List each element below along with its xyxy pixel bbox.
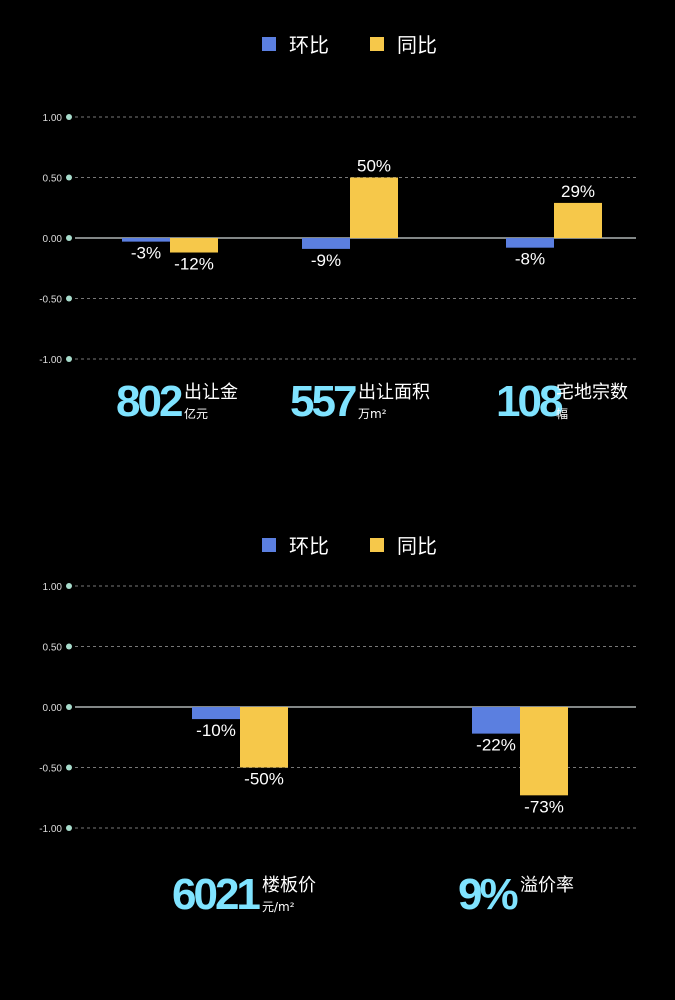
y-tick-dot [66, 643, 72, 650]
bar-value-label: 50% [357, 157, 391, 176]
bar-tb [240, 707, 288, 768]
stat-label: 出让金 [184, 382, 238, 403]
legend-label: 环比 [289, 33, 329, 57]
y-tick-dot [66, 825, 72, 831]
legend-swatch-tb [370, 538, 384, 552]
bar-hb [122, 238, 170, 242]
stat-number: 802 [116, 377, 182, 426]
stat-unit: 元/m² [262, 900, 295, 914]
y-tick-label: -1.00 [39, 824, 62, 835]
legend-label: 同比 [397, 534, 437, 558]
legend-swatch-hb [262, 538, 276, 552]
stat-unit: 亿元 [184, 406, 208, 421]
bar-tb [554, 202, 602, 238]
bar-hb [472, 707, 520, 734]
bar-value-label: -8% [515, 250, 545, 269]
legend: 环比 同比 [262, 33, 437, 57]
stat-label: 宅地宗数 [556, 382, 628, 403]
bar-tb [170, 238, 218, 253]
stat-number: 6021 [172, 870, 260, 919]
y-tick-label: -1.00 [39, 355, 62, 366]
y-tick-label: 1.00 [43, 582, 63, 593]
legend: 环比 同比 [262, 534, 437, 558]
y-tick-dot [66, 114, 72, 120]
y-tick-dot [66, 764, 72, 771]
bar-value-label: -3% [131, 244, 161, 263]
bar-value-label: -12% [174, 255, 214, 274]
y-tick-dot [66, 295, 72, 302]
y-tick-label: 0.00 [43, 703, 63, 714]
stat-unit: 幅 [556, 406, 568, 421]
y-tick-label: 0.50 [43, 174, 63, 185]
bar-hb [302, 238, 350, 249]
bar-value-label: 29% [561, 182, 595, 201]
stat-label: 溢价率 [520, 875, 574, 896]
y-tick-label: 1.00 [43, 113, 63, 124]
y-tick-label: -0.50 [39, 295, 62, 306]
y-tick-dot [66, 583, 72, 589]
bar-value-label: -10% [196, 721, 236, 740]
stat-block: 9% 溢价率 [458, 870, 574, 919]
bar-value-label: -50% [244, 770, 284, 789]
stat-number: 108 [496, 377, 563, 426]
bar-value-label: -9% [311, 251, 341, 270]
stat-number: 557 [290, 377, 356, 426]
stat-unit: 万m² [358, 407, 387, 421]
y-tick-label: 0.50 [43, 643, 63, 654]
stat-number: 9% [458, 870, 517, 919]
legend-swatch-hb [262, 37, 276, 51]
y-tick-dot [66, 235, 72, 241]
legend-swatch-tb [370, 37, 384, 51]
bar-value-label: -22% [476, 736, 516, 755]
y-tick-dot [66, 356, 72, 362]
stat-label: 出让面积 [358, 382, 430, 403]
stat-label: 楼板价 [262, 875, 316, 896]
bar-value-label: -73% [524, 797, 564, 816]
legend-label: 环比 [289, 534, 329, 558]
y-tick-dot [66, 704, 72, 710]
y-tick-label: -0.50 [39, 764, 62, 775]
y-tick-dot [66, 174, 72, 181]
y-tick-label: 0.00 [43, 234, 63, 245]
bar-hb [192, 707, 240, 720]
bar-tb [520, 707, 568, 796]
legend-label: 同比 [397, 33, 437, 57]
bar-hb [506, 238, 554, 248]
bar-tb [350, 177, 398, 238]
